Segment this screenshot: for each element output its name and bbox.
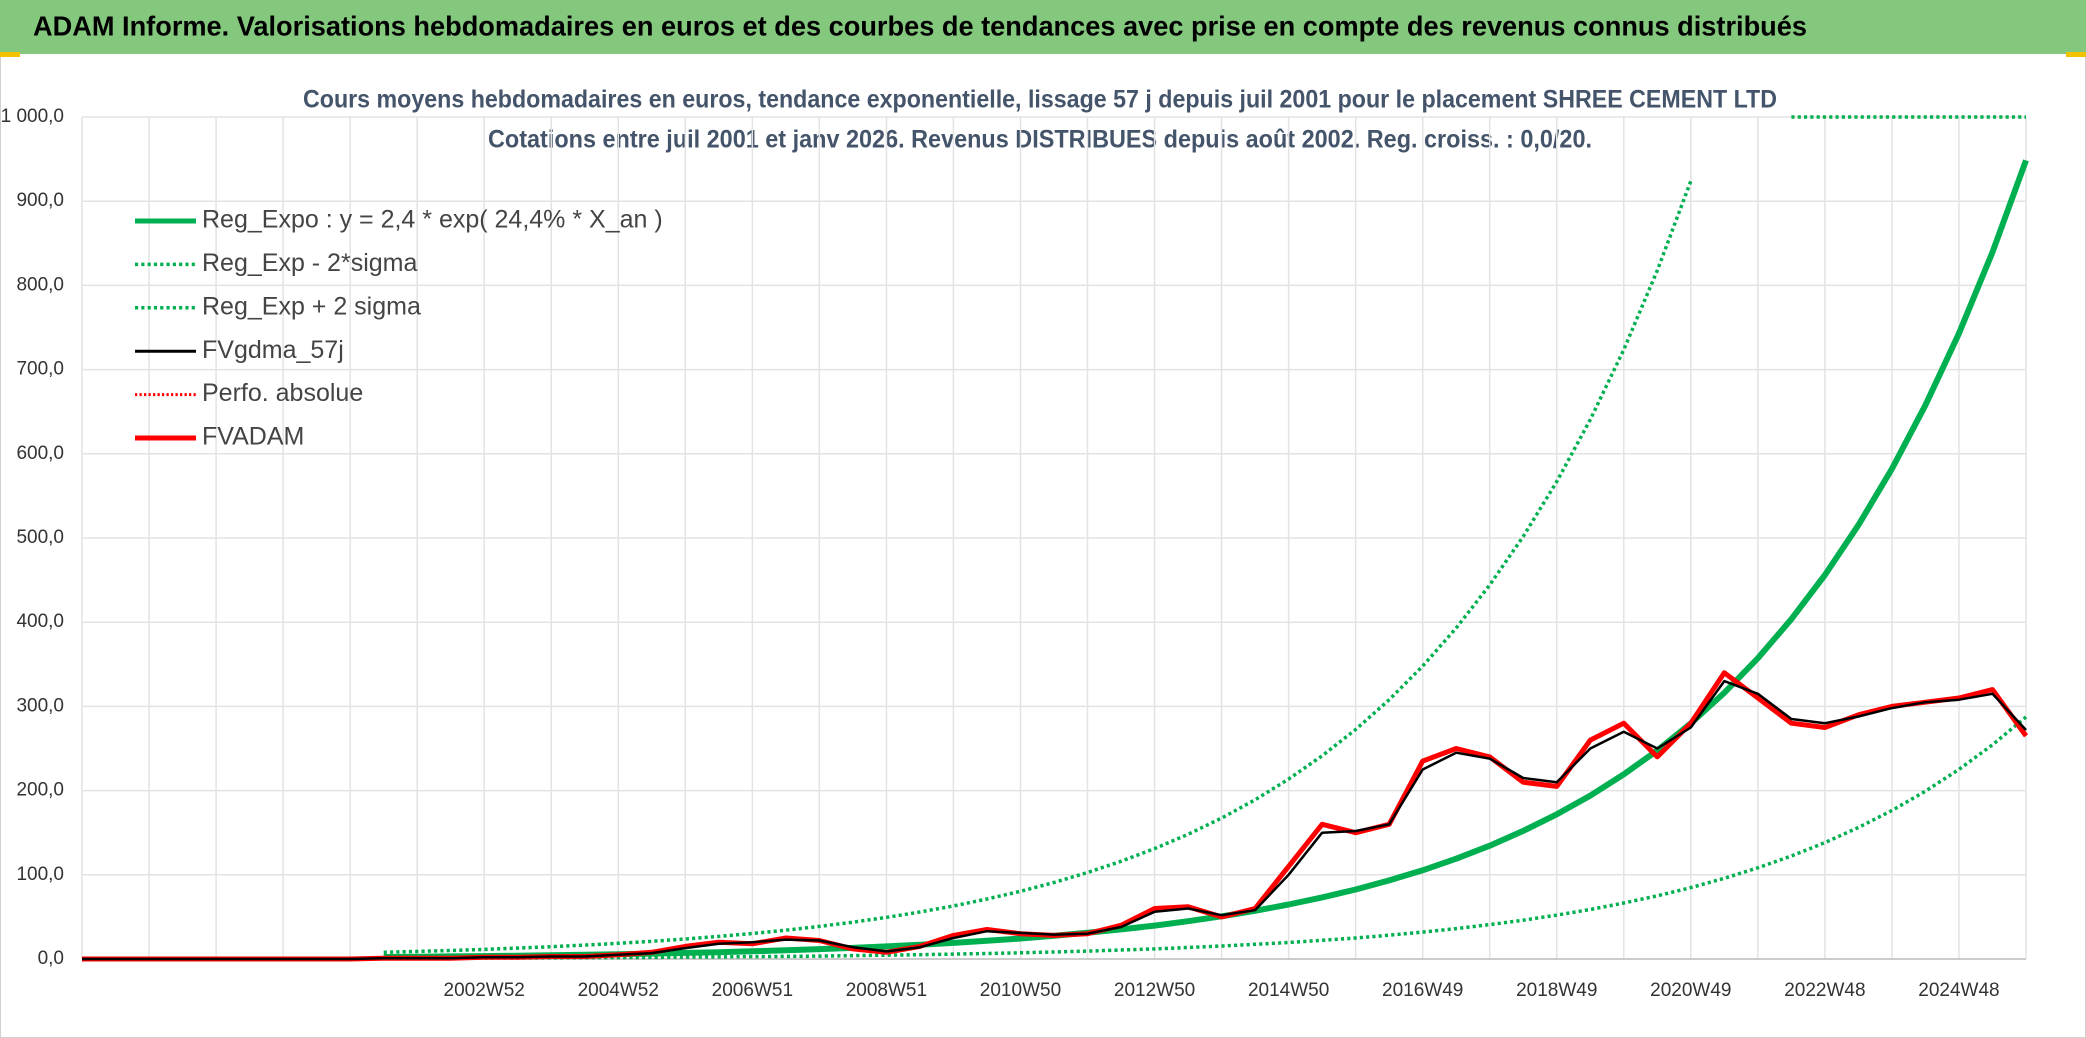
x-tick-label: 2004W52 <box>578 980 659 1001</box>
y-tick-label: 500,0 <box>16 527 64 548</box>
x-tick-label: 2002W52 <box>444 980 525 1001</box>
legend-label: Perfo. absolue <box>202 379 363 407</box>
y-tick-label: 100,0 <box>16 864 64 885</box>
x-tick-label: 2020W49 <box>1650 980 1731 1001</box>
x-tick-label: 2012W50 <box>1114 980 1195 1001</box>
legend-label: FVADAM <box>202 423 304 451</box>
y-tick-label: 300,0 <box>16 695 64 716</box>
corner-mark <box>2066 52 2086 57</box>
legend-label: Reg_Exp - 2*sigma <box>202 249 417 277</box>
series-line <box>82 679 2027 961</box>
series-line <box>383 715 2028 961</box>
x-tick-label: 2022W48 <box>1784 980 1865 1001</box>
x-tick-label: 2018W49 <box>1516 980 1597 1001</box>
legend-label: FVgdma_57j <box>202 336 344 364</box>
x-tick-label: 2010W50 <box>980 980 1061 1001</box>
y-tick-label: 1 000,0 <box>1 106 64 127</box>
corner-mark <box>0 52 20 57</box>
x-tick-label: 2006W51 <box>712 980 793 1001</box>
legend-label: Reg_Exp + 2 sigma <box>202 292 421 320</box>
x-tick-label: 2014W50 <box>1248 980 1329 1001</box>
series-line <box>383 115 2026 955</box>
y-tick-label: 400,0 <box>16 611 64 632</box>
legend-label: Reg_Expo : y = 2,4 * exp( 24,4% * X_an ) <box>202 206 663 234</box>
x-tick-label: 2008W51 <box>846 980 927 1001</box>
page-title: ADAM Informe. Valorisations hebdomadaire… <box>33 10 1807 41</box>
x-tick-label: 2016W49 <box>1382 980 1463 1001</box>
y-tick-label: 900,0 <box>16 190 64 211</box>
y-tick-label: 200,0 <box>16 780 64 801</box>
y-tick-label: 800,0 <box>16 274 64 295</box>
y-tick-label: 0,0 <box>38 948 64 969</box>
y-tick-label: 600,0 <box>16 443 64 464</box>
y-tick-label: 700,0 <box>16 359 64 380</box>
chart-subtitle: Cotations entre juil 2001 et janv 2026. … <box>488 126 1592 154</box>
chart-title: Cours moyens hebdomadaires en euros, ten… <box>303 86 1777 114</box>
x-tick-label: 2024W48 <box>1918 980 1999 1001</box>
header-bar <box>0 0 2086 54</box>
